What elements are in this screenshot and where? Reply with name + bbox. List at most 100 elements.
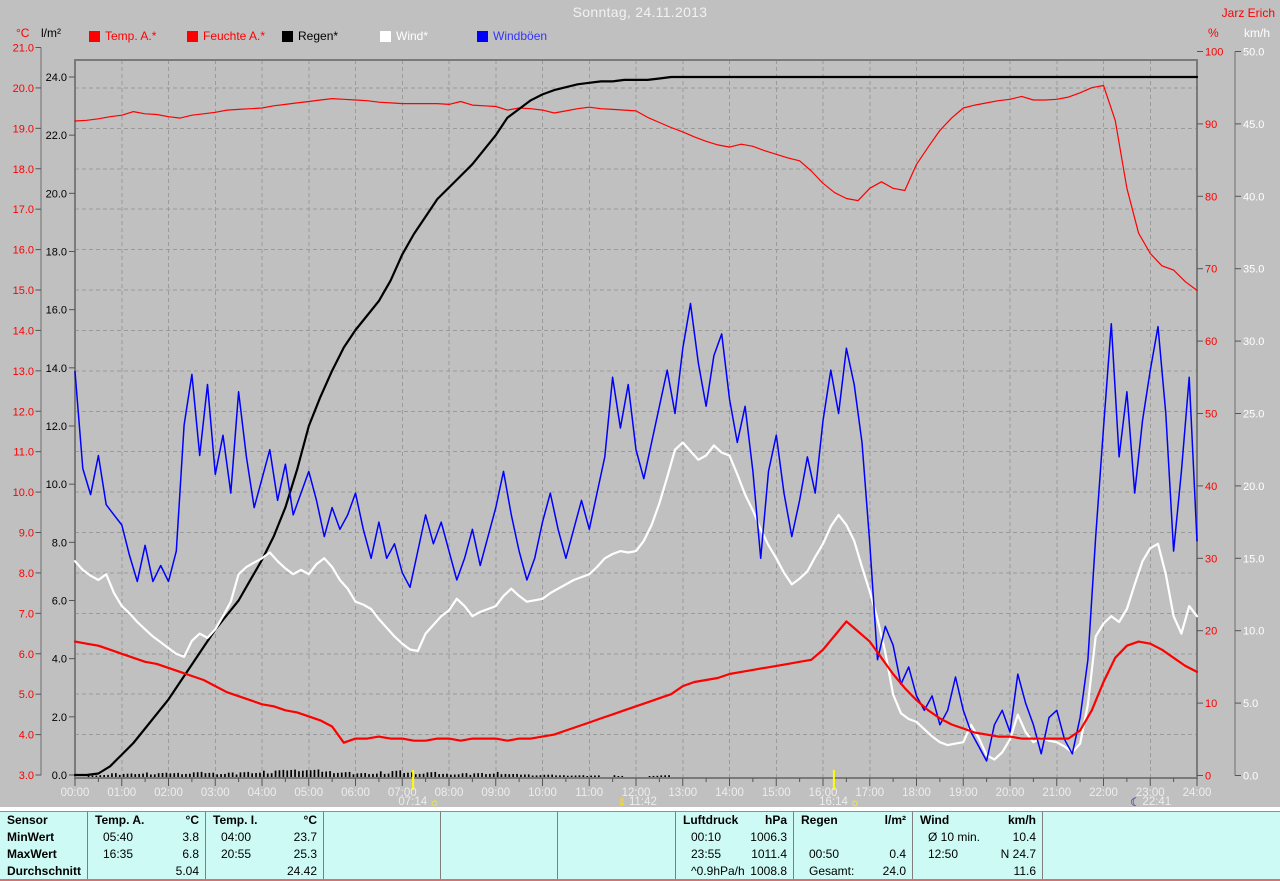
svg-text:4.0: 4.0 <box>19 730 34 742</box>
svg-text:0.0: 0.0 <box>52 770 67 782</box>
svg-text:6.0: 6.0 <box>52 595 67 607</box>
svg-text:01:00: 01:00 <box>107 787 136 799</box>
svg-text:100: 100 <box>1205 47 1223 59</box>
svg-text:30.0: 30.0 <box>1243 336 1264 348</box>
svg-text:30: 30 <box>1205 553 1217 565</box>
stats-table: Sensor MinWert MaxWert Durchschnitt Temp. A.… <box>0 811 1280 880</box>
cell-value: 23.7 <box>293 830 317 844</box>
svg-text:18.0: 18.0 <box>13 164 34 176</box>
station-owner-label: Jarz Erich <box>1221 6 1275 20</box>
legend-swatch-icon <box>89 30 100 42</box>
svg-text:05:00: 05:00 <box>294 787 323 799</box>
svg-text:19:00: 19:00 <box>949 787 978 799</box>
axis-unit-humidity: % <box>1208 26 1219 40</box>
legend-label: Wind* <box>396 29 429 43</box>
cell-time: 00:10 <box>691 830 722 844</box>
legend-item-1[interactable]: Temp. A.* <box>89 29 156 43</box>
cell-value: 10.4 <box>1012 830 1036 844</box>
svg-text:22:41: 22:41 <box>1142 796 1171 808</box>
svg-text:6.0: 6.0 <box>19 649 34 661</box>
svg-text:14:00: 14:00 <box>715 787 744 799</box>
legend-item-2[interactable]: Feuchte A.* <box>187 29 265 43</box>
table-column-temp-a-: Temp. A. °C 05:40 3.8 16:35 6.8 5.04 <box>88 812 206 880</box>
cell-value: 24.0 <box>882 864 906 878</box>
table-column-empty-4 <box>558 812 676 880</box>
svg-text:12.0: 12.0 <box>13 406 34 418</box>
svg-text:03:00: 03:00 <box>201 787 230 799</box>
table-column-empty-2 <box>324 812 441 880</box>
svg-text:13:00: 13:00 <box>668 787 697 799</box>
table-top-strip <box>0 807 1280 811</box>
svg-text:50.0: 50.0 <box>1243 47 1264 59</box>
cell-value: 0.4 <box>889 847 906 861</box>
table-column-empty-3 <box>441 812 558 880</box>
legend-swatch-icon <box>187 30 198 42</box>
cell-value: 3.8 <box>182 830 199 844</box>
legend-label: Feuchte A.* <box>203 29 266 43</box>
cell-time: 04:00 <box>221 830 252 844</box>
svg-text:20: 20 <box>1205 626 1217 638</box>
column-name: Regen <box>801 813 838 827</box>
cell-value: 1011.4 <box>751 847 787 861</box>
svg-text:11.0: 11.0 <box>13 447 34 459</box>
legend-item-3[interactable]: Regen* <box>282 29 338 43</box>
table-column-wind: Wind km/h Ø 10 min. 10.4 12:50 N 24.7 11.6 <box>913 812 1043 880</box>
legend-swatch-icon <box>380 30 391 42</box>
svg-text:7.0: 7.0 <box>19 608 34 620</box>
svg-text:15.0: 15.0 <box>1243 553 1264 565</box>
svg-text:3.0: 3.0 <box>19 770 34 782</box>
svg-text:23:00: 23:00 <box>1136 787 1165 799</box>
cell-value: 6.8 <box>182 847 199 861</box>
svg-text:20.0: 20.0 <box>1243 481 1264 493</box>
svg-text:12:00: 12:00 <box>622 787 651 799</box>
svg-text:00:00: 00:00 <box>61 787 90 799</box>
column-unit: hPa <box>764 813 787 827</box>
svg-text:24:00: 24:00 <box>1183 787 1212 799</box>
plot-frame <box>40 47 1236 779</box>
svg-text:18:00: 18:00 <box>902 787 931 799</box>
legend-swatch-icon <box>477 30 488 42</box>
axis-unit-wind: km/h <box>1244 26 1271 40</box>
column-name: Temp. I. <box>213 813 258 827</box>
svg-text:15.0: 15.0 <box>13 285 34 297</box>
cell-value: 25.3 <box>293 847 317 861</box>
svg-text:24.0: 24.0 <box>46 72 67 84</box>
svg-text:16:00: 16:00 <box>809 787 838 799</box>
svg-text:12.0: 12.0 <box>46 421 67 433</box>
legend-item-4[interactable]: Wind* <box>380 29 428 43</box>
column-unit: l/m² <box>884 813 906 827</box>
series-temp-a-line <box>73 620 1199 744</box>
column-name: Wind <box>920 813 950 827</box>
svg-text:08:00: 08:00 <box>435 787 464 799</box>
rain-rate-bars <box>87 769 670 778</box>
table-column-luftdruck: Luftdruck hPa 00:10 1006.3 23:55 1011.4 ^0.9hP… <box>676 812 794 880</box>
column-unit: °C <box>303 813 317 827</box>
svg-text:17:00: 17:00 <box>855 787 884 799</box>
cell-value: 1006.3 <box>750 830 787 844</box>
svg-text:25.0: 25.0 <box>1243 409 1264 421</box>
svg-text:20.0: 20.0 <box>13 83 34 95</box>
svg-text:10: 10 <box>1205 698 1217 710</box>
legend-swatch-icon <box>282 30 293 42</box>
svg-text:20:00: 20:00 <box>996 787 1025 799</box>
svg-text:11:00: 11:00 <box>575 787 603 799</box>
cell-value: 24.42 <box>286 864 317 878</box>
x-axis: 00:00 01:00 02:00 03:00 04:00 05:00 06:00 07:00… <box>61 778 1212 799</box>
table-row-label: Durchschnitt <box>7 864 82 878</box>
bottom-divider <box>0 879 1280 881</box>
svg-text:5.0: 5.0 <box>1243 698 1258 710</box>
cell-time: 12:50 <box>928 847 959 861</box>
table-filler <box>1043 812 1280 880</box>
svg-text:21:00: 21:00 <box>1042 787 1071 799</box>
svg-text:80: 80 <box>1205 191 1217 203</box>
legend-label: Temp. A.* <box>105 29 157 43</box>
legend-item-5[interactable]: Windböen <box>477 29 547 43</box>
weather-chart-plot[interactable]: 21.0 20.0 19.0 18.0 17.0 16.0 15.0 14.0 13.0 12.0… <box>0 0 1280 812</box>
svg-text:13.0: 13.0 <box>13 366 34 378</box>
svg-text:10:00: 10:00 <box>528 787 557 799</box>
svg-text:15:00: 15:00 <box>762 787 791 799</box>
svg-text:18.0: 18.0 <box>46 246 67 258</box>
table-row-label: MinWert <box>7 830 55 844</box>
cell-time: 20:55 <box>221 847 252 861</box>
column-name: Temp. A. <box>95 813 145 827</box>
